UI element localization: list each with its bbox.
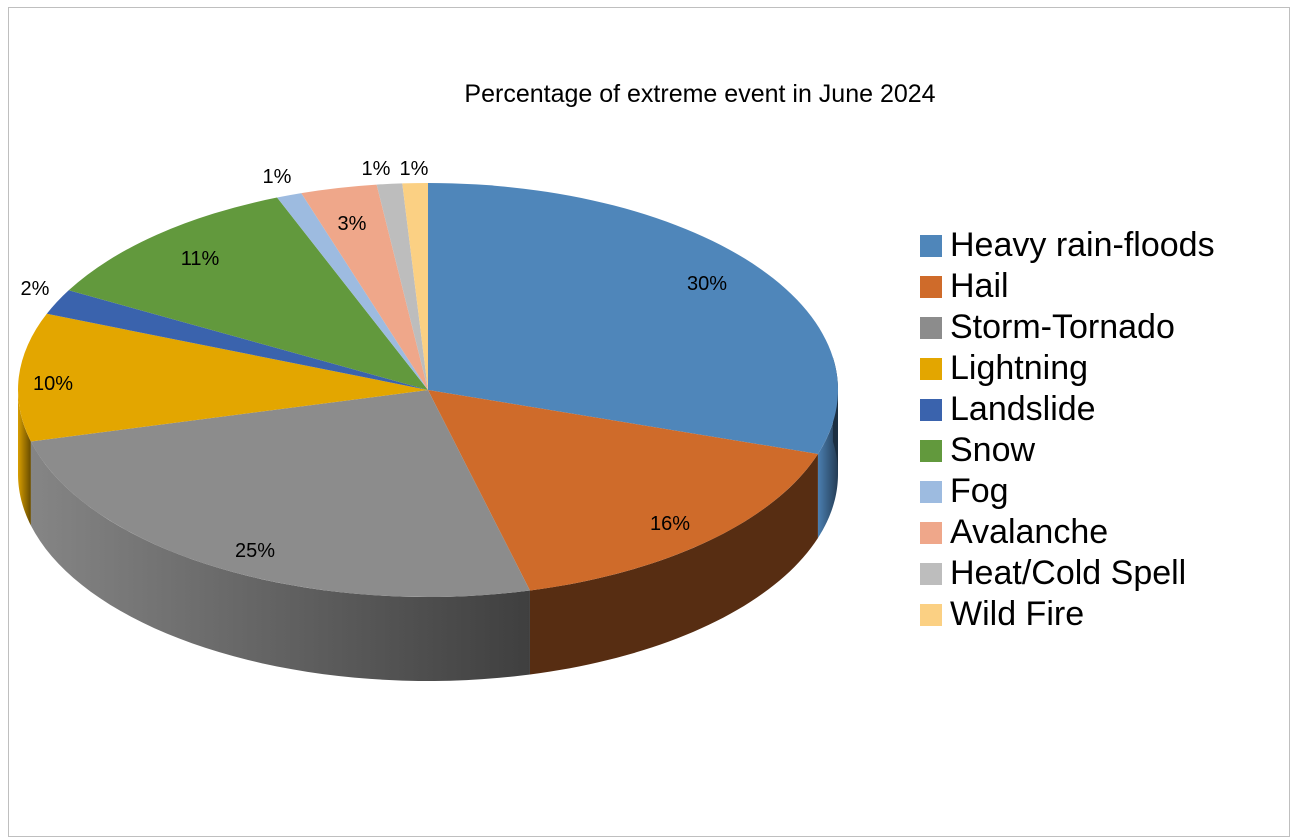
data-label: 10% (33, 373, 73, 395)
data-label: 3% (338, 213, 367, 235)
legend-label: Lightning (950, 349, 1089, 387)
data-label: 11% (181, 248, 220, 270)
slice-storm-tornado (30, 390, 530, 598)
slice-side-2 (30, 441, 530, 681)
legend-label: Hail (950, 267, 1009, 305)
data-label: 1% (362, 158, 391, 180)
legend-item: Wild Fire (920, 594, 1215, 635)
slice-lightning (17, 313, 429, 442)
slice-avalanche (301, 184, 428, 390)
slice-landslide (46, 290, 428, 390)
slice-heat-cold-spell (376, 183, 428, 390)
legend-label: Heat/Cold Spell (950, 554, 1187, 592)
slice-side-3 (18, 390, 31, 526)
data-label: 25% (235, 540, 275, 562)
legend-item: Snow (920, 430, 1215, 471)
legend-swatch (920, 480, 942, 503)
legend-label: Heavy rain-floods (950, 226, 1215, 264)
slice-heavy-rain-floods (428, 183, 838, 454)
legend: Heavy rain-floods Hail Storm-Tornado Lightn… (920, 225, 1215, 635)
slice-wild-fire (402, 183, 428, 390)
legend-item: Lightning (920, 348, 1215, 389)
slice-snow (68, 197, 429, 390)
legend-swatch (920, 316, 942, 339)
slice-hail (428, 390, 818, 591)
legend-swatch (920, 521, 942, 544)
data-label: 16% (650, 513, 690, 535)
legend-label: Landslide (950, 390, 1096, 428)
legend-label: Fog (950, 472, 1009, 510)
data-label: 1% (400, 158, 429, 180)
legend-item: Heat/Cold Spell (920, 553, 1215, 594)
legend-swatch (920, 603, 942, 626)
legend-label: Wild Fire (950, 595, 1085, 633)
legend-swatch (920, 357, 942, 380)
legend-swatch (920, 562, 942, 585)
legend-swatch (920, 275, 942, 298)
slice-fog (277, 193, 428, 390)
legend-item: Heavy rain-floods (920, 225, 1215, 266)
legend-item: Landslide (920, 389, 1215, 430)
data-label: 1% (263, 166, 292, 188)
legend-swatch (920, 234, 942, 257)
data-label: 2% (21, 278, 50, 300)
legend-item: Storm-Tornado (920, 307, 1215, 348)
legend-item: Avalanche (920, 512, 1215, 553)
chart-title: Percentage of extreme event in June 2024 (464, 80, 936, 108)
pie-chart: 30% 16% 25% 10% 2% 11% 1% 3% 1% 1% (17, 158, 838, 681)
legend-label: Storm-Tornado (950, 308, 1175, 346)
legend-label: Snow (950, 431, 1036, 469)
legend-swatch (920, 439, 942, 462)
legend-swatch (920, 398, 942, 421)
slice-side-1 (529, 453, 818, 675)
legend-item: Hail (920, 266, 1215, 307)
data-label: 30% (687, 273, 727, 295)
legend-item: Fog (920, 471, 1215, 512)
legend-label: Avalanche (950, 513, 1109, 551)
